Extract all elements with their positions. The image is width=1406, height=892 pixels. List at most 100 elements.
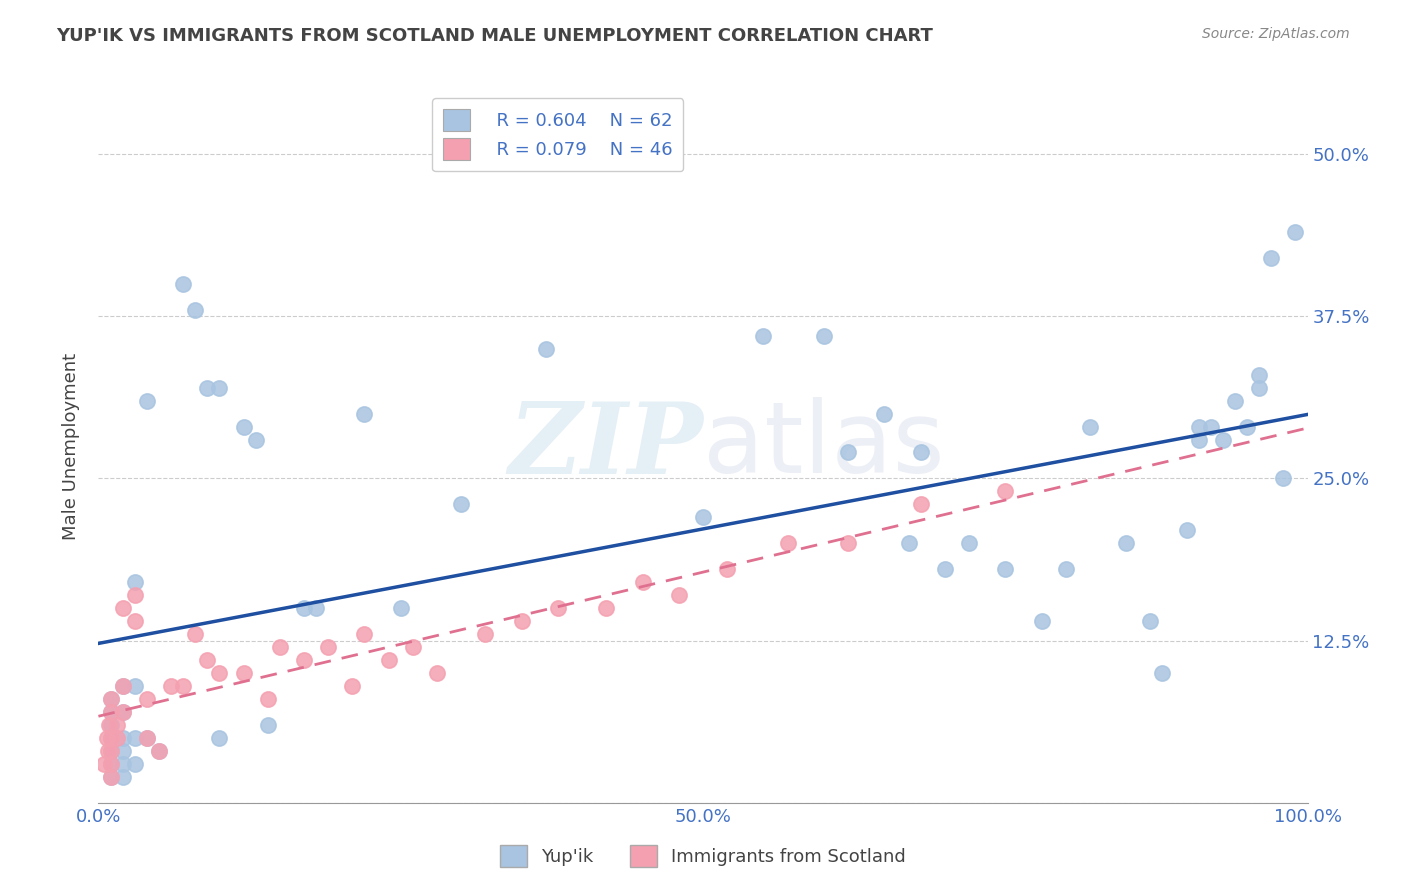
Point bbox=[100, 692, 122, 706]
Point bbox=[292, 653, 315, 667]
Point bbox=[135, 731, 157, 745]
Point bbox=[426, 666, 449, 681]
Point bbox=[269, 640, 291, 654]
Point bbox=[111, 756, 134, 771]
Point bbox=[342, 679, 364, 693]
Point bbox=[547, 601, 569, 615]
Point bbox=[105, 718, 128, 732]
Point bbox=[232, 419, 254, 434]
Point bbox=[1272, 471, 1295, 485]
Point bbox=[124, 614, 146, 628]
Point bbox=[184, 627, 207, 641]
Point bbox=[135, 731, 157, 745]
Point bbox=[195, 653, 218, 667]
Point bbox=[97, 744, 120, 758]
Point bbox=[148, 744, 170, 758]
Point bbox=[450, 497, 472, 511]
Point bbox=[1152, 666, 1174, 681]
Point bbox=[172, 679, 194, 693]
Point bbox=[957, 536, 980, 550]
Point bbox=[1212, 433, 1234, 447]
Point bbox=[135, 692, 157, 706]
Point bbox=[100, 770, 122, 784]
Point bbox=[837, 445, 859, 459]
Point bbox=[100, 718, 122, 732]
Point bbox=[208, 731, 231, 745]
Point bbox=[208, 381, 231, 395]
Point bbox=[111, 601, 134, 615]
Point bbox=[402, 640, 425, 654]
Point bbox=[135, 393, 157, 408]
Text: Source: ZipAtlas.com: Source: ZipAtlas.com bbox=[1202, 27, 1350, 41]
Point bbox=[1188, 433, 1211, 447]
Point bbox=[100, 756, 122, 771]
Point bbox=[595, 601, 617, 615]
Point bbox=[353, 407, 375, 421]
Point bbox=[100, 744, 122, 758]
Point bbox=[292, 601, 315, 615]
Point bbox=[692, 510, 714, 524]
Legend:   R = 0.604    N = 62,   R = 0.079    N = 46: R = 0.604 N = 62, R = 0.079 N = 46 bbox=[433, 98, 683, 171]
Point bbox=[1236, 419, 1258, 434]
Point bbox=[232, 666, 254, 681]
Point bbox=[1284, 225, 1306, 239]
Point bbox=[668, 588, 690, 602]
Point bbox=[873, 407, 896, 421]
Y-axis label: Male Unemployment: Male Unemployment bbox=[62, 352, 80, 540]
Point bbox=[1199, 419, 1222, 434]
Point bbox=[184, 302, 207, 317]
Point bbox=[377, 653, 399, 667]
Point bbox=[98, 718, 121, 732]
Point bbox=[100, 705, 122, 719]
Point bbox=[934, 562, 956, 576]
Point bbox=[111, 679, 134, 693]
Point bbox=[910, 497, 932, 511]
Point bbox=[124, 588, 146, 602]
Point bbox=[994, 562, 1017, 576]
Point bbox=[910, 445, 932, 459]
Point bbox=[124, 756, 146, 771]
Point bbox=[111, 705, 134, 719]
Point bbox=[1223, 393, 1246, 408]
Point bbox=[100, 770, 122, 784]
Point bbox=[105, 731, 128, 745]
Point bbox=[1188, 419, 1211, 434]
Point bbox=[172, 277, 194, 291]
Point bbox=[96, 731, 118, 745]
Point bbox=[1031, 614, 1053, 628]
Point bbox=[752, 328, 775, 343]
Point bbox=[111, 744, 134, 758]
Point bbox=[124, 679, 146, 693]
Point bbox=[316, 640, 339, 654]
Point bbox=[1054, 562, 1077, 576]
Point bbox=[389, 601, 412, 615]
Point bbox=[534, 342, 557, 356]
Point bbox=[1249, 368, 1271, 382]
Point bbox=[305, 601, 328, 615]
Point bbox=[1078, 419, 1101, 434]
Point bbox=[100, 756, 122, 771]
Point bbox=[111, 770, 134, 784]
Point bbox=[813, 328, 835, 343]
Point bbox=[100, 744, 122, 758]
Point bbox=[100, 692, 122, 706]
Point bbox=[245, 433, 267, 447]
Point bbox=[1260, 251, 1282, 265]
Point bbox=[124, 575, 146, 590]
Point bbox=[208, 666, 231, 681]
Point bbox=[111, 705, 134, 719]
Point bbox=[100, 731, 122, 745]
Point bbox=[994, 484, 1017, 499]
Point bbox=[195, 381, 218, 395]
Point bbox=[148, 744, 170, 758]
Point bbox=[111, 679, 134, 693]
Point bbox=[837, 536, 859, 550]
Text: YUP'IK VS IMMIGRANTS FROM SCOTLAND MALE UNEMPLOYMENT CORRELATION CHART: YUP'IK VS IMMIGRANTS FROM SCOTLAND MALE … bbox=[56, 27, 934, 45]
Text: ZIP: ZIP bbox=[508, 398, 703, 494]
Point bbox=[124, 731, 146, 745]
Point bbox=[93, 756, 115, 771]
Legend: Yup'ik, Immigrants from Scotland: Yup'ik, Immigrants from Scotland bbox=[492, 838, 914, 874]
Point bbox=[897, 536, 920, 550]
Point bbox=[510, 614, 533, 628]
Point bbox=[353, 627, 375, 641]
